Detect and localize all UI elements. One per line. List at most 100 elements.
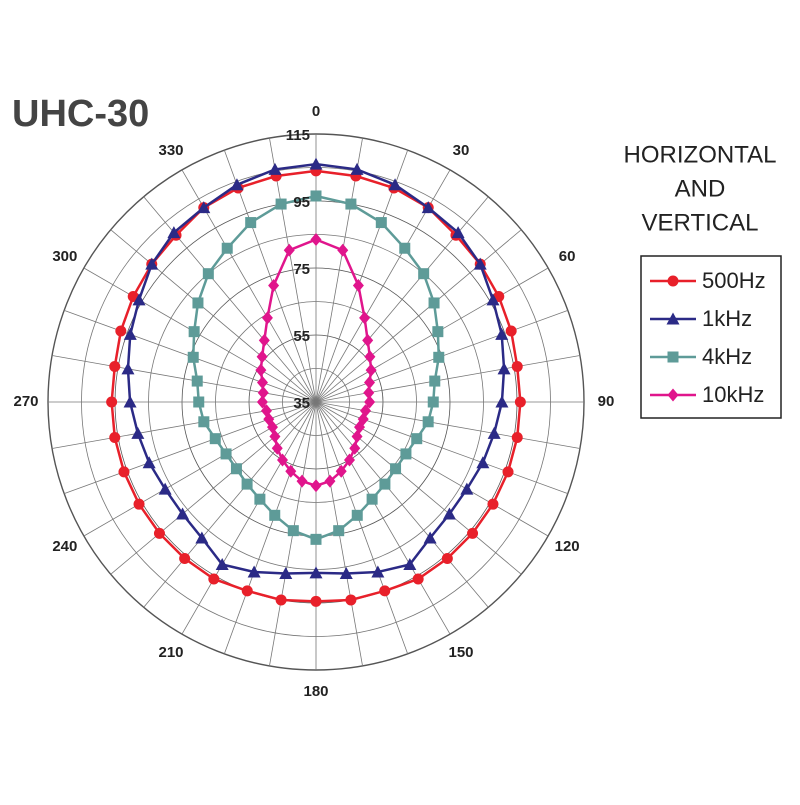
data-point bbox=[422, 416, 434, 428]
theta-tick-label: 180 bbox=[303, 683, 328, 700]
grid-spoke bbox=[315, 401, 568, 495]
data-point bbox=[400, 448, 412, 460]
data-point bbox=[257, 386, 269, 400]
data-point bbox=[486, 293, 500, 306]
data-point bbox=[230, 463, 242, 475]
theta-tick-label: 0 bbox=[312, 103, 320, 120]
grid-spoke bbox=[315, 229, 522, 403]
grid-spoke bbox=[52, 401, 317, 449]
data-point bbox=[345, 198, 357, 210]
data-point bbox=[123, 395, 137, 408]
r-tick-label: 95 bbox=[293, 194, 310, 211]
grid-spoke bbox=[269, 138, 317, 403]
data-point bbox=[310, 233, 322, 247]
data-point bbox=[364, 395, 376, 409]
grid-spoke bbox=[181, 401, 317, 635]
grid-spoke bbox=[315, 267, 549, 403]
data-point bbox=[153, 527, 165, 539]
theta-tick-label: 210 bbox=[158, 644, 183, 661]
data-point bbox=[230, 178, 244, 191]
data-point bbox=[460, 482, 474, 495]
data-point bbox=[364, 350, 376, 364]
legend-box bbox=[640, 255, 782, 419]
data-point bbox=[487, 498, 499, 510]
theta-tick-label: 150 bbox=[448, 644, 473, 661]
data-point bbox=[202, 268, 214, 280]
data-point bbox=[221, 242, 233, 254]
data-point bbox=[351, 509, 363, 521]
data-point bbox=[123, 327, 137, 340]
data-point bbox=[245, 217, 257, 229]
data-point bbox=[269, 509, 281, 521]
data-point bbox=[366, 493, 378, 505]
data-point bbox=[261, 311, 273, 325]
data-point bbox=[275, 594, 287, 606]
data-point bbox=[310, 595, 322, 607]
data-point bbox=[176, 507, 190, 520]
grid-spoke bbox=[315, 138, 363, 403]
data-point bbox=[428, 297, 440, 309]
data-point bbox=[192, 297, 204, 309]
legend-title: AND bbox=[675, 175, 726, 202]
theta-tick-label: 330 bbox=[158, 142, 183, 159]
legend-title: HORIZONTAL bbox=[624, 141, 777, 168]
r-tick-label: 55 bbox=[293, 328, 310, 345]
data-point bbox=[275, 198, 287, 210]
data-point bbox=[208, 573, 220, 585]
data-point bbox=[365, 363, 377, 377]
grid-spoke bbox=[315, 401, 451, 635]
data-point bbox=[309, 157, 323, 170]
data-point bbox=[502, 466, 514, 478]
data-point bbox=[179, 553, 191, 565]
grid-spoke bbox=[315, 401, 489, 608]
data-point bbox=[362, 333, 374, 347]
grid-spoke bbox=[223, 401, 317, 654]
data-point bbox=[333, 525, 345, 537]
grid-spoke bbox=[64, 401, 317, 495]
data-point bbox=[241, 478, 253, 490]
data-point bbox=[255, 363, 267, 377]
grid-spoke bbox=[315, 401, 580, 449]
data-point bbox=[256, 350, 268, 364]
data-point bbox=[198, 416, 210, 428]
grid-spoke bbox=[315, 196, 489, 403]
r-tick-label: 35 bbox=[293, 395, 310, 412]
data-point bbox=[399, 242, 411, 254]
data-point bbox=[167, 226, 181, 239]
theta-tick-label: 30 bbox=[453, 142, 470, 159]
data-point bbox=[511, 431, 523, 443]
grid-spoke bbox=[110, 229, 317, 403]
data-point bbox=[197, 201, 211, 214]
data-point bbox=[350, 162, 364, 175]
data-point bbox=[418, 268, 430, 280]
legend-marker bbox=[666, 312, 680, 325]
data-point bbox=[241, 585, 253, 597]
grid-spoke bbox=[143, 196, 317, 403]
legend-label: 1kHz bbox=[702, 306, 752, 331]
data-point bbox=[511, 361, 523, 373]
data-point bbox=[132, 293, 146, 306]
data-point bbox=[497, 362, 511, 375]
data-point bbox=[109, 361, 121, 373]
data-point bbox=[133, 498, 145, 510]
data-point bbox=[258, 333, 270, 347]
theta-tick-label: 90 bbox=[598, 393, 615, 410]
data-point bbox=[403, 557, 417, 570]
data-point bbox=[429, 375, 441, 387]
data-point bbox=[277, 453, 288, 467]
data-point bbox=[379, 585, 391, 597]
legend-marker bbox=[667, 351, 679, 363]
data-point bbox=[411, 433, 423, 445]
data-point bbox=[287, 525, 299, 537]
data-point bbox=[285, 464, 297, 478]
data-point bbox=[256, 395, 268, 409]
legend-label: 500Hz bbox=[702, 268, 766, 293]
data-point bbox=[351, 429, 363, 443]
legend-marker bbox=[667, 275, 679, 287]
data-point bbox=[427, 396, 439, 408]
data-point bbox=[254, 493, 266, 505]
data-point bbox=[335, 464, 347, 478]
grid-spoke bbox=[315, 401, 549, 537]
grid-spoke bbox=[315, 401, 522, 575]
